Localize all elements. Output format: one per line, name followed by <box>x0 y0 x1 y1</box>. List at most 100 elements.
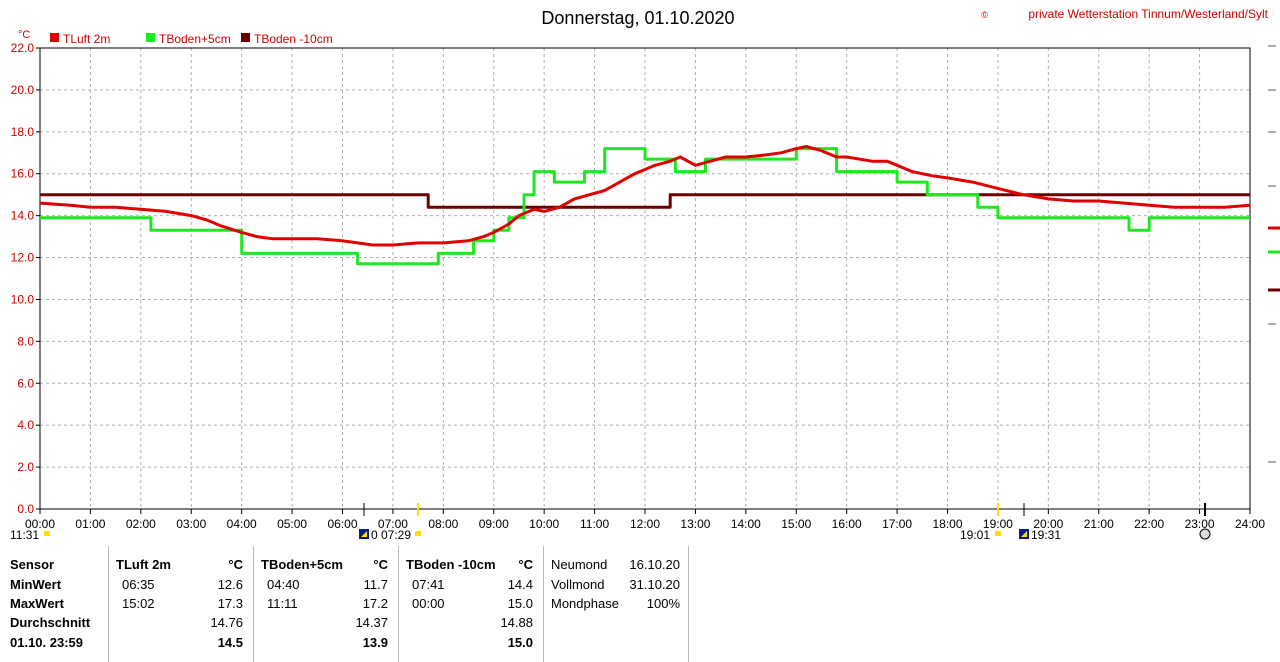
stats-table: Sensor MinWert MaxWert Durchschnitt 01.1… <box>0 546 1280 662</box>
tboden5-avg: 14.37 <box>355 615 388 630</box>
x-tick-label: 18:00 <box>932 517 962 531</box>
vollmond-date: 31.10.20 <box>629 577 680 592</box>
right-margin-markers <box>1268 45 1280 463</box>
tboden5-max-value: 17.2 <box>362 596 388 611</box>
x-tick-label: 17:00 <box>882 517 912 531</box>
x-tick-label: 04:00 <box>227 517 257 531</box>
tboden10-avg: 14.88 <box>500 615 533 630</box>
legend-swatch-tboden10 <box>241 33 250 42</box>
tluft-min-value: 12.6 <box>217 577 243 592</box>
tboden5-min-time: 04:40 <box>267 577 300 592</box>
series-line-tluft-2m <box>39 145 1251 247</box>
x-tick-label: 14:00 <box>731 517 761 531</box>
y-tick-label: 18.0 <box>11 125 35 139</box>
col-unit-tluft: °C <box>228 557 243 572</box>
tluft-last: 14.5 <box>217 635 243 650</box>
row-label-max: MaxWert <box>10 596 64 611</box>
legend-swatch-tluft <box>50 33 59 42</box>
legend-label-tluft: TLuft 2m <box>63 32 110 46</box>
y-axis-unit: °C <box>18 29 30 41</box>
x-tick-label: 07:00 <box>378 517 408 531</box>
tboden10-min-time: 07:41 <box>412 577 445 592</box>
x-tick-label: 00:00 <box>25 517 55 531</box>
x-tick-label: 06:00 <box>327 517 357 531</box>
y-tick-label: 6.0 <box>17 376 34 390</box>
stats-col-moon: Neumond 16.10.20 Vollmond 31.10.20 Mondp… <box>543 546 689 662</box>
x-tick-label: 15:00 <box>781 517 811 531</box>
col-unit-tboden5: °C <box>373 557 388 572</box>
tluft-avg: 14.76 <box>210 615 243 630</box>
y-axis: 22.0 20.0 18.0 16.0 14.0 12.0 10.0 8.0 6.0 4.0 2.0… <box>11 41 40 516</box>
sunset-icon <box>995 531 1001 536</box>
fullmoon-icon <box>1199 528 1211 540</box>
x-tick-label: 03:00 <box>176 517 206 531</box>
row-label-avg: Durchschnitt <box>10 615 91 630</box>
x-tick-label: 05:00 <box>277 517 307 531</box>
tboden10-last: 15.0 <box>507 635 533 650</box>
moonset-label: 0 <box>371 528 378 542</box>
y-tick-label: 22.0 <box>11 41 35 55</box>
astro-markers: 11:31 0 07:29 19:01 19:31 <box>10 503 1211 542</box>
copyright-symbol: © <box>981 10 988 20</box>
x-axis: 00:00 01:00 02:00 03:00 04:00 05:00 06:00 07:00… <box>25 509 1265 531</box>
x-tick-label: 22:00 <box>1134 517 1164 531</box>
col-header-tboden10: TBoden -10cm <box>406 557 496 572</box>
legend: TLuft 2m TBoden+5cm TBoden -10cm <box>50 32 333 46</box>
series-lines <box>39 145 1251 266</box>
x-tick-label: 24:00 <box>1235 517 1265 531</box>
sensor-header: Sensor <box>10 557 55 572</box>
x-tick-label: 10:00 <box>529 517 559 531</box>
moonrise-label: 19:31 <box>1031 528 1061 542</box>
legend-label-tboden10: TBoden -10cm <box>254 32 333 46</box>
y-tick-label: 0.0 <box>17 502 34 516</box>
y-tick-label: 20.0 <box>11 83 35 97</box>
x-tick-label: 01:00 <box>75 517 105 531</box>
tboden5-last: 13.9 <box>362 635 388 650</box>
grid <box>40 48 1250 509</box>
row-label-min: MinWert <box>10 577 62 592</box>
x-tick-label: 11:00 <box>580 517 609 531</box>
x-tick-label: 19:00 <box>983 517 1013 531</box>
legend-label-tboden5: TBoden+5cm <box>159 32 231 46</box>
x-tick-label: 13:00 <box>680 517 710 531</box>
tboden5-max-time: 11:11 <box>267 596 298 611</box>
x-tick-label: 02:00 <box>126 517 156 531</box>
col-unit-tboden10: °C <box>518 557 533 572</box>
series-line-tboden-5cm <box>40 147 1250 266</box>
x-tick-label: 23:00 <box>1185 517 1215 531</box>
sun-icon <box>44 531 50 536</box>
moonset-icon-glyph <box>361 531 367 537</box>
x-tick-label: 08:00 <box>428 517 458 531</box>
tboden10-max-value: 15.0 <box>507 596 533 611</box>
y-tick-label: 16.0 <box>11 167 35 181</box>
stats-col-tluft: TLuft 2m °C 06:35 12.6 15:02 17.3 14.76 … <box>108 546 254 662</box>
col-header-tluft: TLuft 2m <box>116 557 171 572</box>
temperature-chart: Donnerstag, 01.10.2020 © private Wetters… <box>10 7 1280 542</box>
y-tick-label: 14.0 <box>11 209 35 223</box>
row-label-last: 01.10. 23:59 <box>10 635 84 650</box>
vollmond-label: Vollmond <box>551 577 605 592</box>
stats-col-tboden5: TBoden+5cm °C 04:40 11.7 11:11 17.2 14.3… <box>253 546 399 662</box>
x-tick-label: 09:00 <box>479 517 509 531</box>
y-tick-label: 12.0 <box>11 251 35 265</box>
stats-col-tboden10: TBoden -10cm °C 07:41 14.4 00:00 15.0 14… <box>398 546 544 662</box>
x-tick-label: 21:00 <box>1084 517 1114 531</box>
sunrise-label: 07:29 <box>381 528 411 542</box>
y-tick-label: 2.0 <box>17 460 34 474</box>
y-tick-label: 10.0 <box>11 292 35 306</box>
station-credit: private Wetterstation Tinnum/Westerland/… <box>1028 7 1268 21</box>
x-tick-label: 20:00 <box>1033 517 1063 531</box>
y-tick-label: 8.0 <box>17 334 34 348</box>
neumond-date: 16.10.20 <box>629 557 680 572</box>
sunrise-icon <box>415 531 421 536</box>
sunset-label: 19:01 <box>960 528 990 542</box>
mondphase-label: Mondphase <box>551 596 619 611</box>
stats-col-sensor: Sensor MinWert MaxWert Durchschnitt 01.1… <box>0 546 109 662</box>
tboden10-max-time: 00:00 <box>412 596 445 611</box>
col-header-tboden5: TBoden+5cm <box>261 557 343 572</box>
mondphase-value: 100% <box>646 596 680 611</box>
tboden5-min-value: 11.7 <box>363 577 388 592</box>
y-tick-label: 4.0 <box>17 418 34 432</box>
legend-swatch-tboden5 <box>146 33 155 42</box>
chart-title: Donnerstag, 01.10.2020 <box>541 8 734 28</box>
